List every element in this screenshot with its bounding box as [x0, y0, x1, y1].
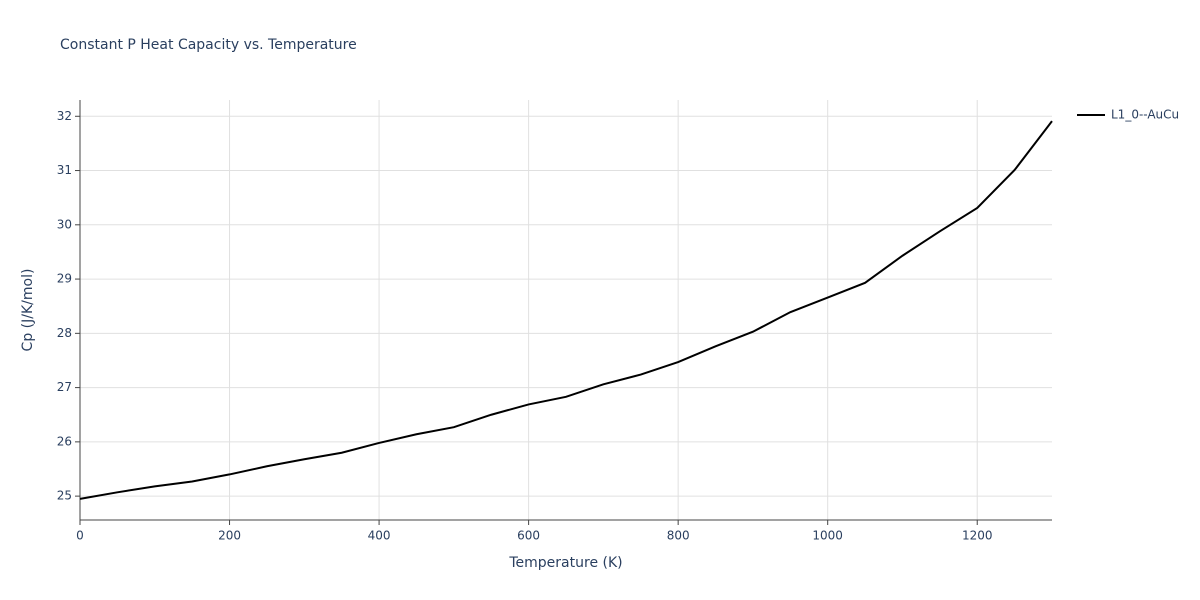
- x-axis-label: Temperature (K): [508, 555, 622, 571]
- y-tick-label: 29: [57, 272, 72, 286]
- y-tick-label: 31: [57, 163, 72, 177]
- data-line: [79, 120, 1053, 500]
- y-axis-label: Cp (J/K/mol): [20, 269, 36, 352]
- y-tick-label: 25: [57, 489, 72, 503]
- y-tick-label: 28: [57, 326, 72, 340]
- x-tick-label: 600: [517, 529, 540, 543]
- y-tick-label: 30: [57, 217, 72, 231]
- chart-title: Constant P Heat Capacity vs. Temperature: [60, 37, 357, 53]
- legend-label: L1_0--AuCu: [1111, 108, 1179, 122]
- x-tick-label: 400: [368, 529, 391, 543]
- y-tick-label: 26: [57, 434, 72, 448]
- x-tick-label: 200: [218, 529, 241, 543]
- y-tick-label: 27: [57, 380, 72, 394]
- x-tick-label: 1200: [962, 529, 993, 543]
- x-tick-label: 800: [667, 529, 690, 543]
- x-tick-label: 1000: [812, 529, 843, 543]
- y-tick-label: 32: [57, 109, 72, 123]
- x-tick-label: 0: [76, 529, 84, 543]
